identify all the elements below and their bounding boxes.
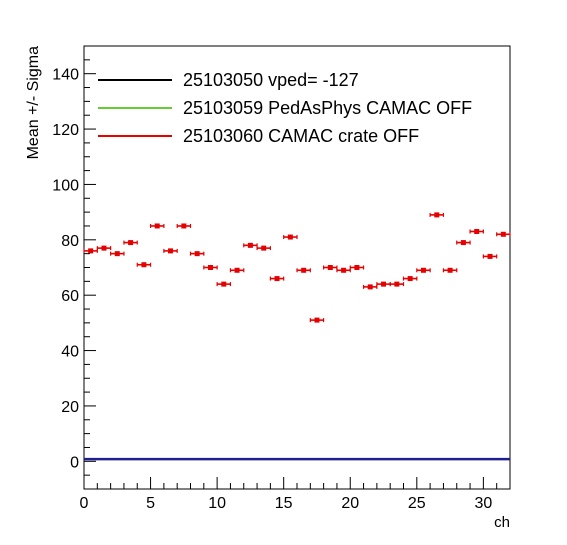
data-point — [482, 253, 498, 259]
marker — [314, 317, 320, 323]
marker — [88, 248, 94, 254]
data-point — [189, 251, 205, 257]
series-layer — [83, 212, 511, 323]
y-tick-label: 100 — [52, 177, 79, 194]
data-point — [229, 267, 245, 273]
marker — [274, 276, 280, 282]
legend-label: 25103059 PedAsPhys CAMAC OFF — [183, 98, 472, 118]
legend-label: 25103060 CAMAC crate OFF — [183, 126, 419, 146]
marker — [474, 229, 480, 235]
data-point — [96, 245, 112, 251]
data-point — [136, 262, 152, 268]
marker — [394, 281, 400, 287]
marker — [128, 240, 134, 246]
y-tick-label: 140 — [52, 67, 79, 84]
data-point — [416, 267, 431, 273]
data-point — [496, 231, 511, 237]
marker — [207, 265, 213, 270]
marker — [221, 281, 227, 287]
marker — [234, 267, 240, 273]
data-point — [442, 267, 458, 273]
data-point — [402, 276, 418, 282]
x-axis-label: ch — [494, 514, 510, 531]
marker — [354, 265, 360, 270]
x-tick-label: 20 — [341, 495, 359, 512]
data-point — [283, 234, 298, 240]
marker — [168, 248, 174, 254]
y-tick-label: 60 — [61, 288, 79, 305]
data-point — [296, 267, 311, 273]
legend-label: 25103050 vped= -127 — [183, 70, 359, 90]
marker — [341, 267, 347, 273]
x-tick-label: 15 — [275, 495, 293, 512]
marker — [261, 245, 267, 251]
y-tick-label: 80 — [61, 233, 79, 250]
marker — [154, 223, 160, 229]
data-point — [149, 223, 165, 229]
data-point — [243, 242, 258, 248]
data-point — [376, 281, 391, 287]
data-point — [429, 212, 445, 218]
data-point — [176, 223, 192, 229]
marker — [301, 267, 307, 273]
marker — [367, 284, 373, 290]
marker — [434, 212, 440, 218]
data-point — [216, 281, 232, 287]
data-point — [349, 265, 365, 270]
marker — [500, 231, 506, 237]
y-axis: 0 20 40 60 80 100 120 140 — [52, 45, 96, 490]
y-tick-label: 120 — [52, 122, 79, 139]
marker — [487, 253, 493, 259]
marker — [101, 245, 107, 251]
marker — [420, 267, 426, 273]
x-tick-label: 0 — [80, 495, 89, 512]
marker — [447, 267, 453, 273]
data-point — [123, 240, 138, 246]
data-point — [203, 265, 218, 270]
data-point — [269, 276, 285, 282]
data-point — [456, 240, 471, 246]
marker — [327, 265, 333, 270]
marker — [407, 276, 413, 282]
data-point — [389, 281, 405, 287]
marker — [381, 281, 387, 287]
marker — [141, 262, 147, 268]
x-tick-label: 25 — [408, 495, 426, 512]
marker — [194, 251, 200, 257]
marker — [114, 251, 120, 257]
marker — [460, 240, 466, 246]
y-axis-label: Mean +/- Sigma — [25, 46, 42, 159]
y-tick-label: 20 — [61, 399, 79, 416]
x-tick-label: 30 — [474, 495, 492, 512]
marker — [247, 242, 253, 248]
data-point — [309, 317, 325, 323]
x-tick-label: 10 — [208, 495, 226, 512]
data-point — [256, 245, 271, 251]
data-point — [362, 284, 378, 290]
legend: 25103050 vped= -127 25103059 PedAsPhys CA… — [98, 70, 472, 146]
data-point — [469, 229, 484, 235]
x-tick-label: 5 — [146, 495, 155, 512]
y-tick-label: 0 — [70, 454, 79, 471]
marker — [287, 234, 293, 240]
x-axis: 0 5 10 15 20 25 30 — [80, 477, 511, 512]
data-point — [83, 248, 98, 254]
data-point — [323, 265, 338, 270]
data-point — [336, 267, 351, 273]
marker — [181, 223, 187, 229]
y-tick-label: 40 — [61, 344, 79, 361]
data-point — [110, 251, 125, 257]
data-point — [163, 248, 178, 254]
